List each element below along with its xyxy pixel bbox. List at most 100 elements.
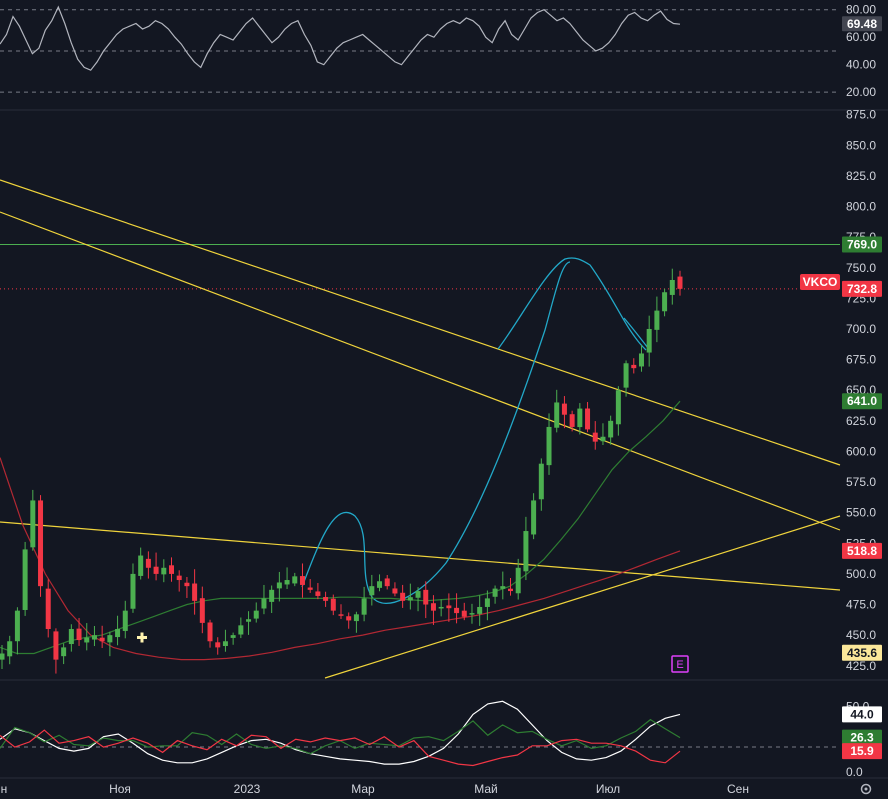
- rsi-tick-label: 40.00: [846, 58, 876, 72]
- dmi-value-tags: 44.0 26.315.9: [842, 706, 882, 760]
- candle-body: [538, 463, 544, 500]
- candle-body: [423, 589, 429, 605]
- trendline-resistance[interactable]: [0, 521, 841, 591]
- trendline-upper-1[interactable]: [0, 179, 841, 466]
- candle-body: [454, 607, 460, 614]
- trendline-support[interactable]: [324, 515, 841, 679]
- earnings-event-badge[interactable]: E: [671, 655, 689, 673]
- price-tick-label: 825.0: [846, 169, 876, 183]
- candle-body: [0, 653, 5, 660]
- candle-body: [577, 408, 583, 428]
- price-pane[interactable]: 875.0850.0825.0800.0775.0750.0725.0700.0…: [0, 108, 882, 679]
- candle-body: [415, 591, 421, 598]
- candle-body: [145, 558, 151, 568]
- candlestick-series: [0, 268, 683, 674]
- rsi-pane[interactable]: 80.00 60.00 40.00 20.00 69.48: [0, 3, 882, 99]
- price-tick-label: 700.0: [846, 322, 876, 336]
- candle-body: [500, 586, 506, 589]
- candle-body: [199, 598, 205, 623]
- dmi-pane[interactable]: 50.00.0 44.026.315.9: [0, 700, 882, 779]
- candle-body: [353, 614, 359, 622]
- trendline-upper-2[interactable]: [0, 211, 841, 531]
- candle-body: [215, 642, 221, 648]
- price-tick-label: 750.0: [846, 261, 876, 275]
- candle-body: [169, 565, 174, 574]
- svg-text:69.48: 69.48: [847, 17, 877, 31]
- candle-body: [554, 402, 560, 428]
- ma-short-line: [0, 400, 681, 655]
- candle-body: [138, 555, 144, 576]
- svg-text:E: E: [676, 659, 683, 671]
- price-tag-label: 641.0: [847, 394, 877, 408]
- freehand-drawing[interactable]: [623, 317, 649, 349]
- candle-body: [307, 587, 313, 590]
- gear-icon[interactable]: [860, 783, 872, 795]
- candle-body: [76, 628, 82, 641]
- dmi-series-line: [0, 729, 681, 767]
- price-tick-label: 550.0: [846, 506, 876, 520]
- price-tag-label: 769.0: [847, 237, 877, 251]
- ma-long-line: [0, 457, 681, 661]
- dmi-value-tag: [842, 743, 882, 760]
- candle-body: [68, 629, 74, 645]
- price-tag: [842, 393, 882, 410]
- candle-body: [346, 616, 352, 621]
- time-axis-label: н: [1, 782, 8, 796]
- candle-body: [99, 637, 105, 642]
- freehand-drawing[interactable]: [301, 261, 571, 604]
- price-tick-label: 625.0: [846, 414, 876, 428]
- candle-body: [546, 426, 552, 466]
- candle-body: [631, 364, 637, 369]
- dmi-lines: [0, 700, 681, 767]
- candle-body: [22, 549, 28, 610]
- price-tags: 769.0 641.0 518.8 435.6: [842, 236, 882, 661]
- dmi-value-label: 44.0: [850, 707, 874, 721]
- rsi-axis: 80.00 60.00 40.00 20.00: [846, 3, 876, 99]
- price-tick-label: 800.0: [846, 200, 876, 214]
- candle-body: [323, 597, 329, 601]
- candle-body: [561, 403, 567, 415]
- candle-body: [122, 610, 128, 631]
- candle-body: [438, 606, 444, 609]
- price-tick-label: 500.0: [846, 567, 876, 581]
- candle-body: [230, 635, 236, 638]
- candle-body: [508, 588, 513, 592]
- candle-body: [115, 629, 121, 638]
- candle-body: [207, 622, 213, 642]
- time-axis-label: Ноя: [109, 782, 131, 796]
- freehand-drawing[interactable]: [497, 257, 647, 351]
- candle-body: [662, 292, 668, 312]
- price-tag-label: 518.8: [847, 544, 877, 558]
- time-axis-label: Июл: [596, 782, 620, 796]
- symbol-tag: VKCO: [800, 274, 840, 290]
- candle-body: [430, 603, 436, 611]
- candle-body: [38, 500, 44, 587]
- candle-body: [7, 641, 13, 657]
- candle-body: [400, 592, 406, 601]
- time-axis[interactable]: н Ноя 2023 Мар Май Июл Сен: [0, 777, 888, 796]
- candle-body: [461, 610, 467, 617]
- candle-body: [585, 408, 591, 430]
- candle-body: [369, 586, 375, 596]
- rsi-tick-label: 80.00: [846, 3, 876, 17]
- drawings-layer[interactable]: [0, 179, 841, 679]
- candle-body: [677, 276, 683, 289]
- svg-text:VKCO: VKCO: [803, 275, 838, 289]
- time-axis-label: Мар: [351, 782, 375, 796]
- price-tag: [842, 644, 882, 661]
- dmi-value-tag: [842, 706, 882, 723]
- rsi-tick-label: 20.00: [846, 85, 876, 99]
- candle-body: [569, 414, 575, 427]
- candle-body: [315, 591, 321, 596]
- candle-body: [608, 420, 614, 438]
- price-tick-label: 875.0: [846, 108, 876, 122]
- candle-body: [14, 610, 20, 642]
- price-tag: [842, 542, 882, 559]
- dmi-series-line: [0, 700, 681, 765]
- price-tick-label: 575.0: [846, 475, 876, 489]
- last-price-tag: 732.8: [842, 280, 882, 297]
- candle-body: [91, 635, 97, 640]
- price-tick-label: 475.0: [846, 598, 876, 612]
- candle-body: [669, 279, 675, 295]
